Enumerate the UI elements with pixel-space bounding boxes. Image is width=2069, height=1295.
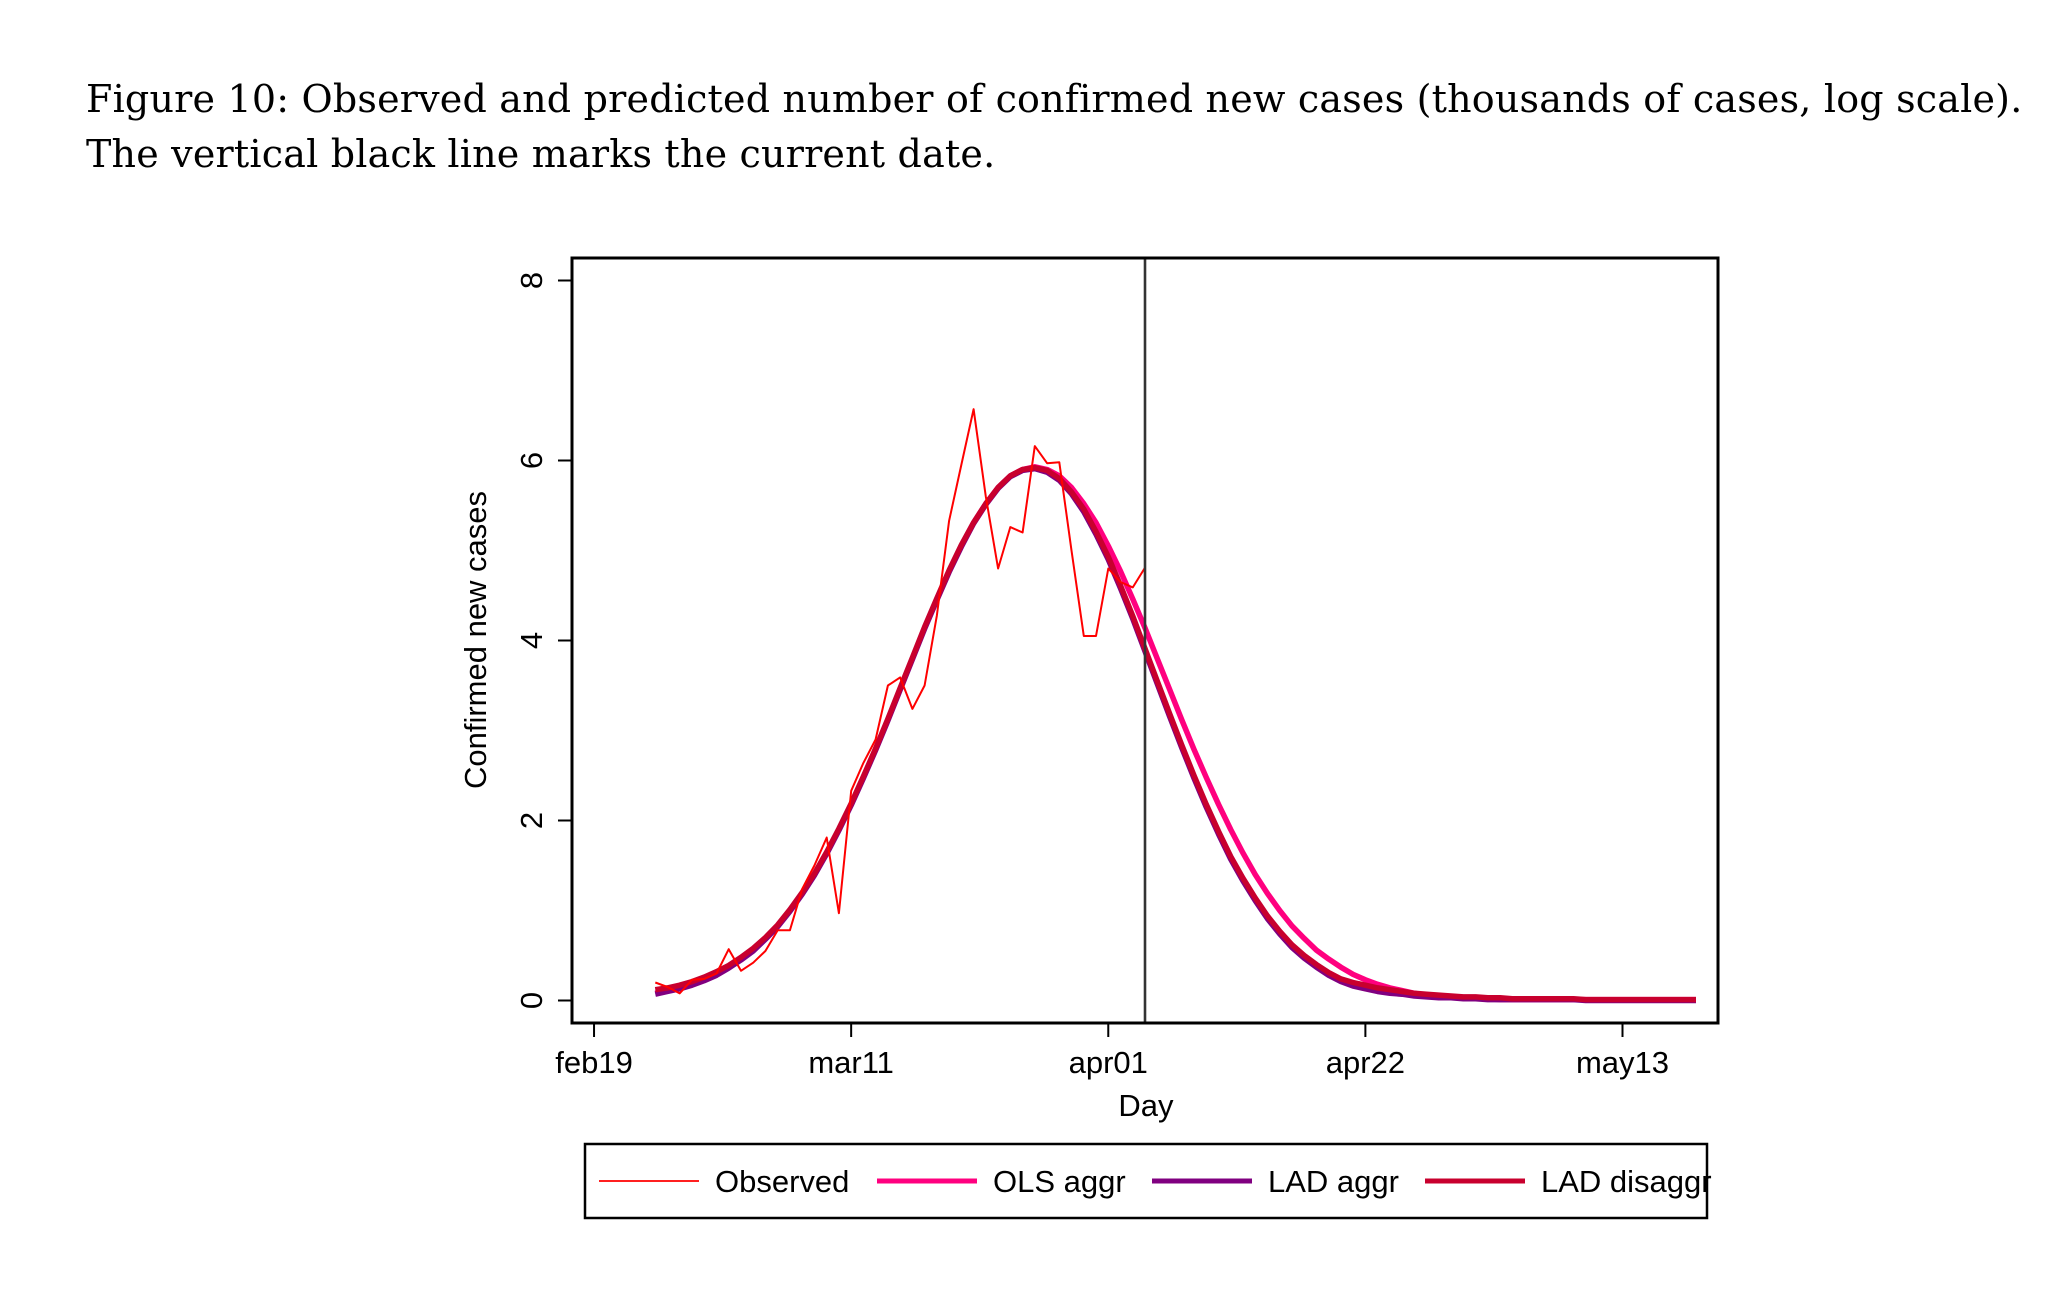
axes: 0 2 4 6 8 feb19 mar11 apr01 apr22 may13 [514,256,1720,1080]
x-axis-title: Day [1118,1088,1174,1123]
legend-label-lad-disaggr: LAD disaggr [1541,1164,1712,1199]
x-tick-label: apr01 [1069,1045,1148,1080]
caption-line-1: Figure 10: Observed and predicted number… [86,77,2023,121]
legend-label-observed: Observed [715,1164,849,1199]
figure-caption: Figure 10: Observed and predicted number… [86,72,2046,182]
y-tick-label: 8 [514,272,549,289]
x-tick-label: may13 [1576,1045,1669,1080]
y-tick-label: 6 [514,452,549,469]
plot-area [572,258,1718,1023]
series-line-observed [654,408,1146,995]
caption-line-2: The vertical black line marks the curren… [86,132,996,176]
y-tick-label: 2 [514,812,549,829]
y-axis-title: Confirmed new cases [458,491,493,789]
legend-label-ols-aggr: OLS aggr [993,1164,1126,1199]
x-tick-label: feb19 [555,1045,633,1080]
y-tick-label: 4 [514,632,549,649]
x-tick-label: apr22 [1326,1045,1405,1080]
x-tick-label: mar11 [808,1045,894,1080]
legend: Observed OLS aggr LAD aggr LAD disaggr [583,1142,1712,1220]
y-tick-label: 0 [514,992,549,1009]
legend-label-lad-aggr: LAD aggr [1268,1164,1399,1199]
